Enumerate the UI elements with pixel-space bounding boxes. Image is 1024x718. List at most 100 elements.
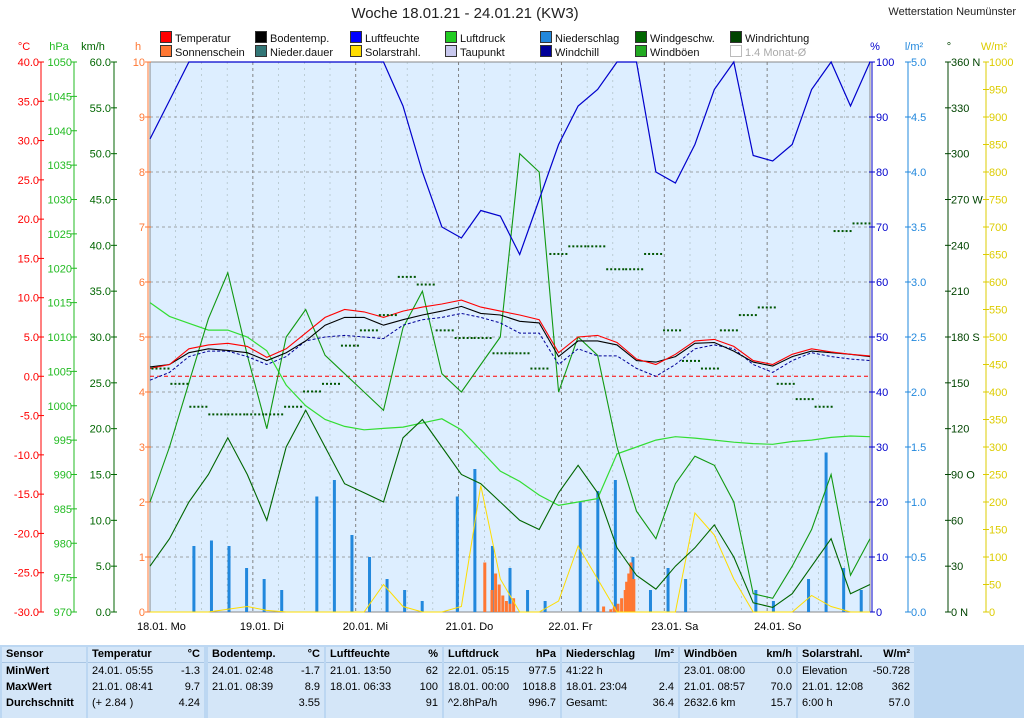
y-tick-label: 1005 [48,366,72,378]
stats-row: 91 [326,695,442,711]
y-tick-label: 250 [989,470,1007,482]
stats-time: 21.01. 12:08 [802,681,864,693]
stats-unit: hPa [535,648,556,660]
legend-item: Windrichtung [730,31,809,45]
stats-header-label: Temperatur [92,648,152,660]
rain-bar [666,568,670,612]
wind-direction-dot [409,275,412,278]
stats-row: 18.01. 00:00 1018.8 [444,679,560,695]
y-tick-label: 650 [989,250,1007,262]
legend-label: Sonnenschein [175,47,245,59]
y-tick-label: 100 [989,552,1007,564]
y-tick-label: 200 [989,497,1007,509]
y-tick-label: 55.0 [90,103,111,115]
stats-row: 21.01. 08:41 9.7 [88,679,204,695]
y-tick-label: 30.0 [90,332,111,344]
y-tick-label: 180 S [951,332,980,344]
stats-row: Elevation -50.728 [798,663,914,679]
wind-direction-dot [557,252,560,255]
y-tick-label: 15.0 [90,470,111,482]
legend-label: Windchill [555,47,600,59]
y-tick-label: 985 [54,504,72,516]
stats-unit: °C [187,648,200,660]
sunshine-bar [490,590,494,612]
x-tick-label: 18.01. Mo [137,621,186,633]
solar-line [150,485,870,613]
wind-direction-dot [719,329,722,332]
wind-direction-dot [565,252,568,255]
wind-direction-dot [625,268,628,271]
wind-direction-dot [757,306,760,309]
stats-column: Luftfeuchte% 21.01. 13:50 62 18.01. 06:33 10… [326,647,442,718]
stats-column: Bodentemp. °C 24.01. 02:48 -1.7 21.01. 08:39… [208,647,324,718]
stats-header: Luftdruck hPa [444,647,560,663]
y-tick-label: 2.5 [911,332,926,344]
stats-row: 23.01. 08:00 0.0 [680,663,796,679]
axis-title: h [135,41,141,53]
wind-direction-dot [618,268,621,271]
stats-row: 22.01. 05:15 977.5 [444,663,560,679]
wind-direction-dot [447,329,450,332]
wind-direction-dot [281,413,284,416]
stats-value: 996.7 [528,697,556,709]
stats-header-label: Luftdruck [448,648,499,660]
wind-direction-dot [155,367,158,370]
y-tick-label: 850 [989,140,1007,152]
y-tick-label: 1.5 [911,442,926,454]
wind-direction-dot [334,382,336,385]
stats-value: 2.4 [658,681,674,693]
wind-direction-dot [466,337,469,339]
wind-direction-dot [473,337,476,339]
wind-direction-dot [413,275,416,278]
y-tick-label: 1040 [48,126,72,138]
y-tick-label: 50 [989,580,1001,592]
stats-time: 21.01. 13:50 [330,665,392,677]
wind-direction-dot [439,329,442,332]
y-tick-label: 20.0 [90,424,111,436]
wind-direction-dot [845,230,848,233]
wind-direction-dot [629,268,632,271]
legend-swatch [255,31,267,43]
wind-direction-dot [686,359,688,362]
wind-direction-dot [167,367,170,370]
stats-header-label: Luftfeuchte [330,648,390,660]
dew-point-line [149,312,871,381]
axis-title: hPa [49,41,69,53]
wind-direction-dot [769,306,772,309]
stats-time: 21.01. 08:39 [212,681,274,693]
stats-time: 24.01. 02:48 [212,665,274,677]
y-tick-label: 45.0 [90,195,111,207]
wind-direction-dot [371,329,374,332]
stats-row: ^2.8hPa/h 996.7 [444,695,560,711]
stats-value: 70.0 [770,681,792,693]
wind-direction-dot [394,314,397,317]
y-tick-label: 400 [989,387,1007,399]
statistics-panel: Sensor MinWert MaxWert Durchschnitt Temperat… [0,645,1024,718]
wind-direction-dot [818,405,821,408]
wind-direction-dot [776,382,779,385]
wind-direction-dot [712,367,715,370]
y-tick-label: 2.0 [911,387,926,399]
wind-direction-dot [534,367,537,370]
stats-value: 1018.8 [522,681,556,693]
wind-direction-dot [580,245,583,248]
stats-row: MinWert [6,665,50,677]
wind-direction-dot [201,405,204,408]
wind-direction-dot [698,359,700,362]
wind-direction-dot [235,413,238,416]
wind-direction-dot [708,367,711,370]
legend-swatch [540,31,552,43]
wind-direction-dot [595,245,598,248]
legend-item: Windchill [540,45,600,59]
y-tick-label: 150 [989,525,1007,537]
stats-header-label: Bodentemp. [212,648,276,660]
stats-value: 9.7 [184,681,200,693]
y-tick-label: 950 [989,85,1007,97]
stats-row: 21.01. 12:08 362 [798,679,914,695]
stats-unit: % [428,648,438,660]
wind-direction-dot [352,344,355,347]
wind-direction-dot [761,306,764,309]
legend-swatch [635,45,647,57]
y-tick-label: 120 [951,424,969,436]
wind-direction-dot [587,245,590,248]
